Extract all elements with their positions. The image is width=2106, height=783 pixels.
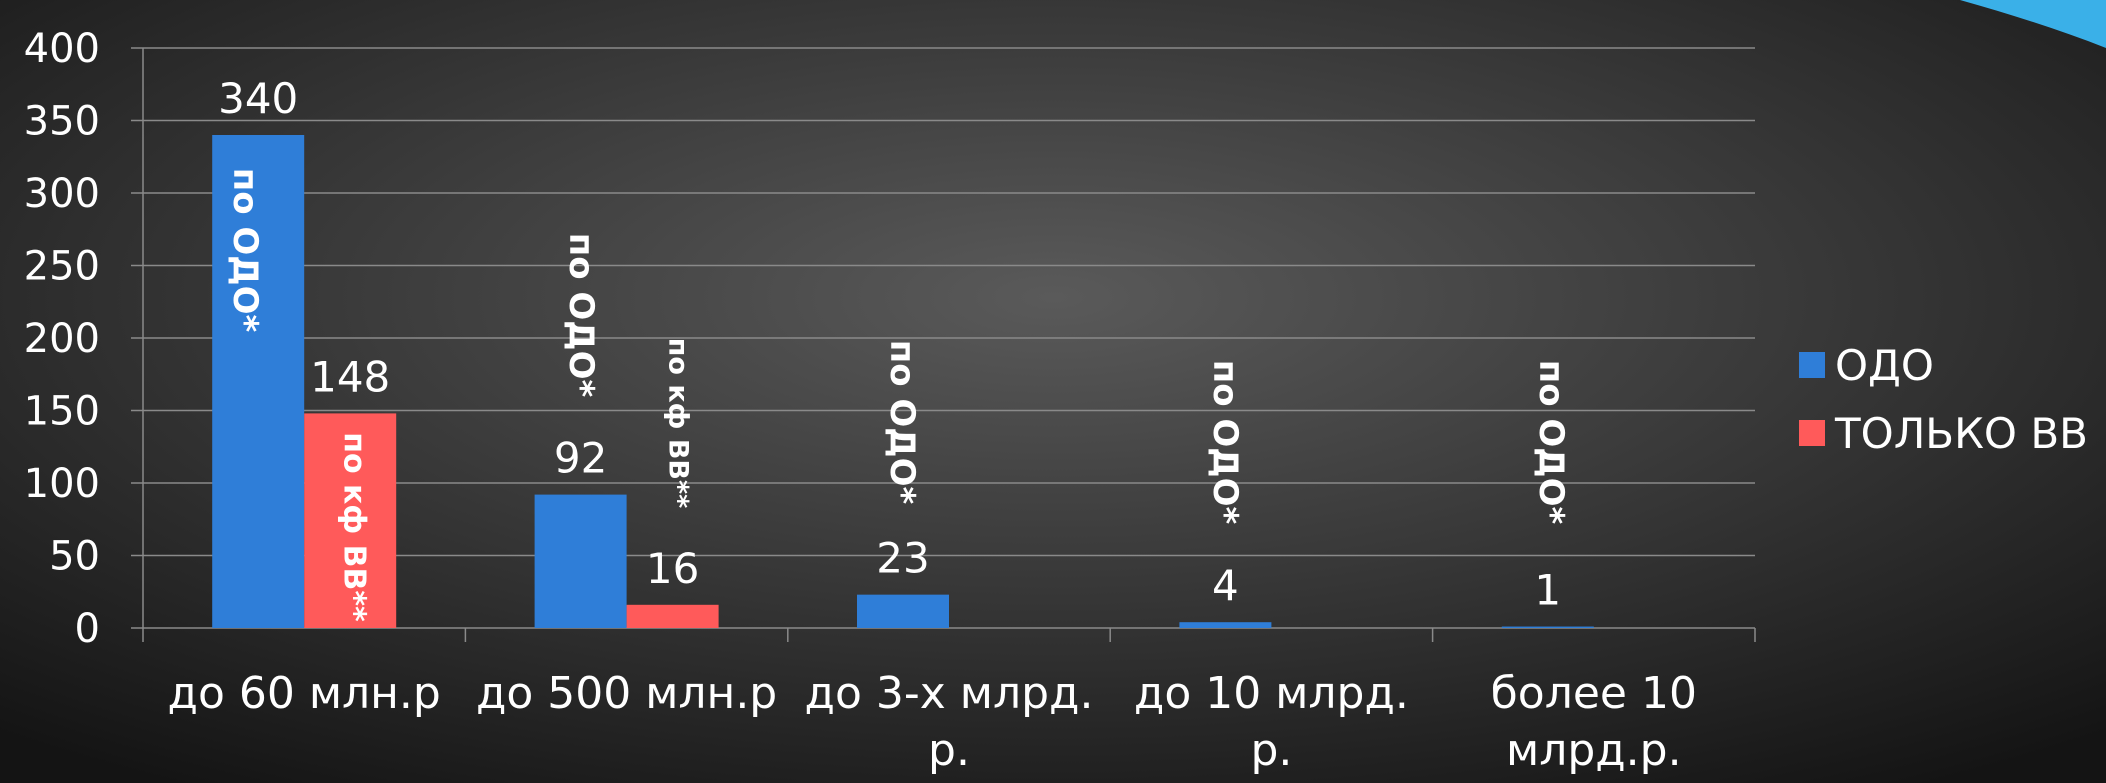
bar-vv — [626, 604, 719, 628]
bars — [212, 135, 1594, 628]
bar-annotation: по кф ВВ** — [337, 432, 372, 622]
legend-label: ОДО — [1835, 341, 1934, 390]
bar-odo — [857, 594, 949, 628]
x-category-label: млрд.р. — [1506, 725, 1682, 776]
data-label-odo: 340 — [218, 74, 298, 123]
data-label-odo: 4 — [1212, 561, 1239, 610]
y-tick-label: 300 — [24, 171, 100, 217]
bar-odo — [1501, 626, 1594, 628]
x-category-label: до 3-х млрд. — [805, 668, 1094, 719]
y-tick-label: 200 — [24, 316, 100, 362]
x-category-label: до 10 млрд. — [1134, 668, 1409, 719]
bar-odo — [1179, 622, 1272, 628]
bar-vv — [304, 413, 397, 628]
bar-odo — [212, 135, 305, 628]
y-tick-label: 400 — [24, 26, 100, 72]
x-category-label: р. — [928, 725, 970, 776]
bar-annotation: по ОДО* — [1531, 360, 1571, 525]
legend: ОДО ТОЛЬКО ВВ — [1799, 341, 2088, 458]
y-tick-label: 150 — [24, 389, 100, 435]
bar-annotation: по ОДО* — [882, 340, 922, 505]
data-label-odo: 92 — [554, 434, 607, 483]
data-label-odo: 23 — [876, 534, 929, 583]
bar-annotation: по ОДО* — [225, 168, 265, 333]
y-tick-label: 350 — [24, 99, 100, 145]
y-tick-label: 250 — [24, 244, 100, 290]
legend-swatch — [1799, 420, 1825, 446]
x-category-label: более 10 — [1491, 668, 1697, 719]
bar-annotation: по кф ВВ** — [663, 338, 694, 509]
labels: 0 50 100 150 200 250 300 350 400 до 60 млн.р до 50… — [24, 26, 1697, 776]
legend-label: ТОЛЬКО ВВ — [1834, 409, 2088, 458]
bar-annotation: по ОДО* — [1205, 360, 1245, 525]
corner-accent-shape — [1960, 0, 2106, 48]
bar-odo — [534, 494, 627, 628]
gridlines — [143, 47, 1755, 557]
data-label-vv: 148 — [310, 352, 390, 401]
x-category-label: до 60 млн.р — [168, 668, 441, 719]
data-label-vv: 16 — [646, 544, 699, 593]
legend-swatch — [1799, 352, 1825, 378]
y-tick-label: 0 — [75, 606, 100, 652]
x-category-label: р. — [1250, 725, 1292, 776]
y-tick-label: 50 — [49, 534, 100, 580]
y-tick-label: 100 — [24, 461, 100, 507]
x-category-label: до 500 млн.р — [476, 668, 777, 719]
bar-annotation: по ОДО* — [561, 233, 601, 398]
data-label-odo: 1 — [1534, 566, 1561, 615]
